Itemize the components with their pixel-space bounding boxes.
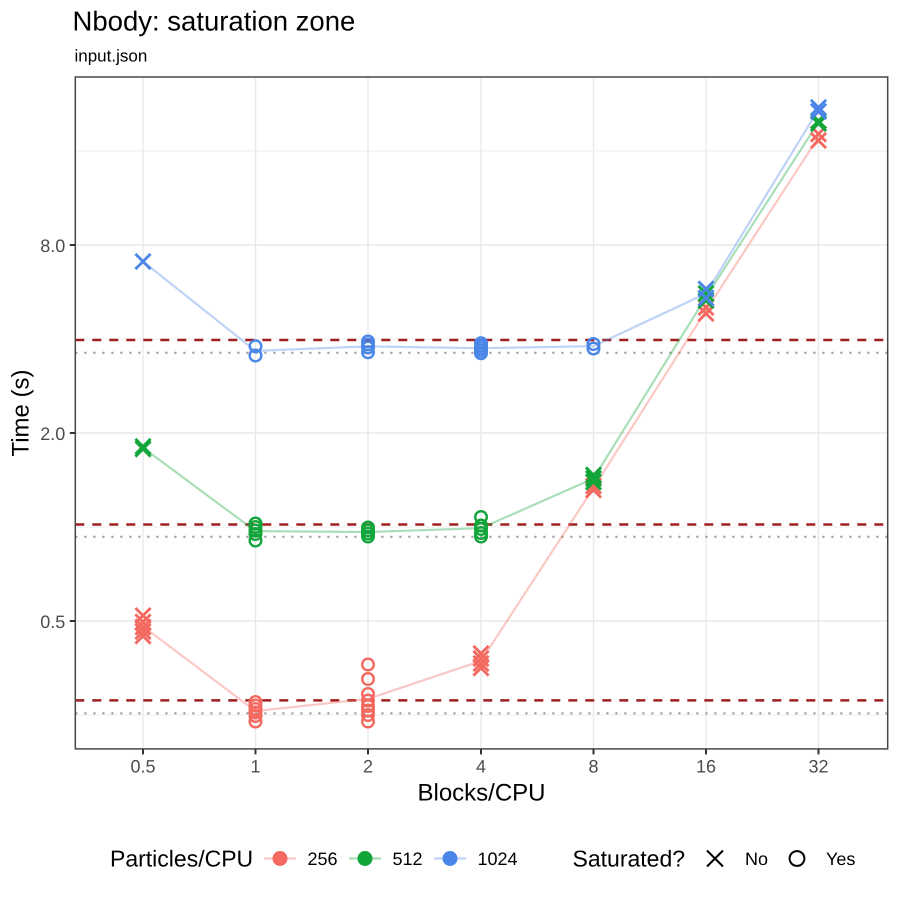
- svg-text:1: 1: [250, 757, 260, 777]
- svg-text:32: 32: [808, 757, 828, 777]
- svg-text:8.0: 8.0: [40, 236, 65, 256]
- svg-text:Saturated?: Saturated?: [573, 846, 686, 872]
- svg-text:16: 16: [696, 757, 716, 777]
- svg-text:0.5: 0.5: [40, 612, 65, 632]
- svg-text:4: 4: [476, 757, 486, 777]
- svg-text:Time (s): Time (s): [8, 369, 35, 456]
- svg-text:Blocks/CPU: Blocks/CPU: [417, 780, 545, 807]
- svg-text:512: 512: [393, 849, 423, 869]
- svg-text:2.0: 2.0: [40, 424, 65, 444]
- svg-text:Particles/CPU: Particles/CPU: [110, 846, 253, 872]
- svg-text:Yes: Yes: [826, 849, 855, 869]
- svg-text:1024: 1024: [478, 849, 518, 869]
- svg-text:8: 8: [588, 757, 598, 777]
- svg-text:0.5: 0.5: [130, 757, 155, 777]
- svg-text:input.json: input.json: [75, 47, 148, 66]
- svg-text:Nbody: saturation zone: Nbody: saturation zone: [73, 6, 356, 37]
- svg-text:256: 256: [308, 849, 338, 869]
- svg-text:2: 2: [363, 757, 373, 777]
- svg-text:No: No: [745, 849, 768, 869]
